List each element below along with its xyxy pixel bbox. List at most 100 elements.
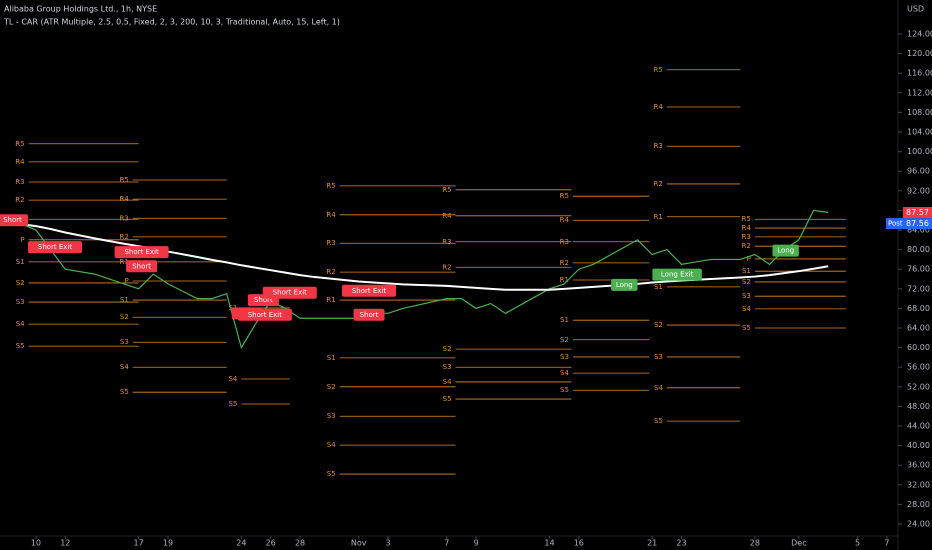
y-tick-label: 44.00 [907,422,930,431]
x-tick-label: Dec [791,539,806,548]
pivot-label: R4 [442,212,452,220]
signal-label: Short [3,216,22,224]
pivot-label: S1 [560,316,569,324]
pivot-label: S3 [742,292,751,300]
x-tick-label: 21 [647,539,657,548]
pivot-label: S5 [742,324,751,332]
signal-box [28,241,83,254]
pivot-label: S4 [654,384,663,392]
pivot-label: R4 [326,211,336,219]
x-tick-label: 12 [60,539,70,548]
y-tick-label: 116.00 [907,69,932,78]
pivot-label: S1 [742,267,751,275]
pivot-label: R1 [119,258,128,266]
pivot-label: S5 [560,386,569,394]
signal-label: Short Exit [38,243,73,251]
y-tick-label: 100.00 [907,147,932,156]
pivot-label: S1 [327,354,336,362]
pivot-label: R3 [560,238,569,246]
y-tick-label: 32.00 [907,480,930,489]
signal-label: Long [616,281,633,289]
x-tick-label: 3 [386,539,391,548]
pivot-label: R5 [326,182,335,190]
pivot-label: S4 [742,305,751,313]
y-tick-label: 56.00 [907,363,930,372]
pivot-label: P [20,236,24,244]
y-tick-label: 36.00 [907,461,930,470]
signal-label: Short Exit [273,289,308,297]
pivot-label: S5 [120,388,129,396]
session-tag [886,218,903,230]
pivot-label: S3 [120,338,129,346]
pivot-label: R4 [560,216,570,224]
price-tag [903,207,932,219]
price-tag [903,218,932,230]
pivot-label: R5 [119,176,128,184]
y-tick-label: 48.00 [907,402,930,411]
pivot-label: P [125,277,129,285]
pivot-label: S1 [654,283,663,291]
pivot-label: S4 [16,320,25,328]
pivot-label: R3 [326,239,335,247]
pivot-label: R2 [15,196,24,204]
pivot-label: R3 [742,233,751,241]
pivot-label: S2 [654,321,663,329]
x-tick-label: 24 [236,539,246,548]
pivot-label: R5 [742,215,751,223]
signal-box [114,246,169,259]
pivot-label: S2 [443,345,452,353]
y-tick-label: 72.00 [907,284,930,293]
pivot-label: S2 [16,279,25,287]
pivot-label: S3 [560,353,569,361]
y-tick-label: 92.00 [907,186,930,195]
indicator-title: TL - CAR (ATR Multiple, 2.5, 0.5, Fixed,… [3,18,340,27]
pivot-label: R2 [654,180,663,188]
y-tick-label: 28.00 [907,500,930,509]
signal-label: Short Exit [248,311,283,319]
y-tick-label: 124.00 [907,30,932,39]
pivot-label: S4 [120,363,129,371]
y-tick-label: 120.00 [907,49,932,58]
y-tick-label: 68.00 [907,304,930,313]
pivot-label: S4 [228,375,237,383]
pivot-label: R5 [15,140,24,148]
pivot-label: S2 [742,278,751,286]
pivot-label: S1 [120,296,129,304]
pivot-label: S5 [228,400,237,408]
pivot-label: R3 [119,214,128,222]
x-tick-label: 7 [884,539,889,548]
x-tick-label: Nov [351,539,367,548]
x-tick-label: 17 [134,539,144,548]
pivot-label: S4 [443,378,452,386]
pivot-label: S2 [327,383,336,391]
pivot-label: S4 [327,441,336,449]
pivot-label: S5 [16,342,25,350]
pivot-label: S2 [120,313,129,321]
signal-box [0,214,28,227]
y-tick-label: 112.00 [907,88,932,97]
x-tick-label: 5 [855,539,860,548]
y-tick-label: 80.00 [907,245,930,254]
pivot-label: S3 [327,412,336,420]
y-tick-label: 64.00 [907,324,930,333]
y-tick-label: 96.00 [907,167,930,176]
x-tick-label: 26 [266,539,276,548]
price-tag-label: 87.57 [906,208,929,217]
pivot-label: R1 [654,213,663,221]
pivot-label: S2 [560,336,569,344]
currency: USD [907,5,924,14]
pivot-label: R2 [442,263,451,271]
x-tick-label: 7 [444,539,449,548]
signal-box [772,244,799,257]
pivot-label: R3 [442,238,451,246]
pivot-label: R1 [326,296,335,304]
y-tick-label: 24.00 [907,520,930,529]
pivot-label: S4 [560,369,569,377]
signal-box [237,308,292,321]
session-label: Post [888,220,903,228]
pivot-label: R3 [15,178,24,186]
pivot-label: R2 [560,259,569,267]
pivot-label: R3 [654,142,663,150]
